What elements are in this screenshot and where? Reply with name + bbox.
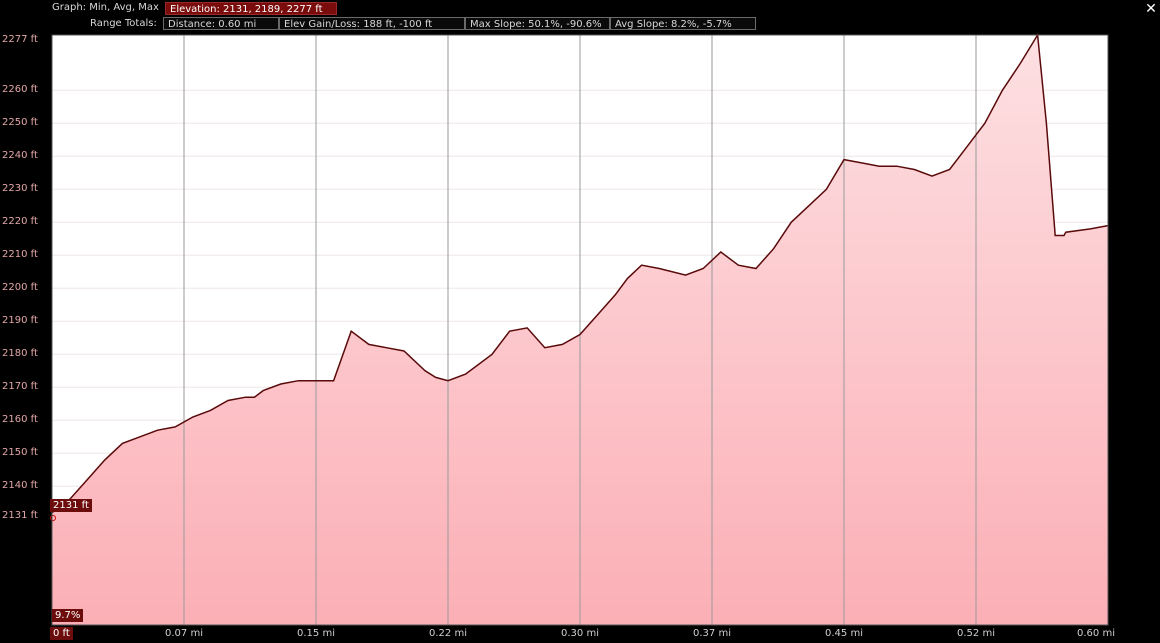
graph-mode-text: Min, Avg, Max bbox=[89, 2, 159, 13]
elevation-line bbox=[51, 32, 1109, 514]
y-tick-label: 2190 ft bbox=[2, 315, 38, 327]
max-slope-total: Max Slope: 50.1%, -90.6% bbox=[465, 17, 610, 30]
x-tick-label: 0.22 mi bbox=[429, 628, 467, 639]
y-tick-label: 2230 ft bbox=[2, 183, 38, 195]
y-tick-label: 2200 ft bbox=[2, 282, 38, 294]
range-totals-label: Range Totals: bbox=[90, 18, 157, 29]
x-tick-label: 0.60 mi bbox=[1077, 628, 1115, 639]
start-distance-tag: 0 ft bbox=[50, 627, 73, 640]
slope-tag: 9.7% bbox=[52, 609, 84, 622]
distance-total: Distance: 0.60 mi bbox=[163, 17, 279, 30]
y-tick-label: 2260 ft bbox=[2, 84, 38, 96]
x-tick-label: 0.45 mi bbox=[825, 628, 863, 639]
elevation-summary[interactable]: Elevation: 2131, 2189, 2277 ft bbox=[165, 2, 337, 15]
y-tick-label: 2277 ft bbox=[2, 34, 38, 45]
y-tick-label: 2140 ft bbox=[2, 480, 38, 492]
plot-border bbox=[51, 34, 1109, 626]
x-tick-label: 0.52 mi bbox=[957, 628, 995, 639]
graph-label-text: Graph: bbox=[52, 2, 87, 13]
y-tick-label: 2250 ft bbox=[2, 117, 38, 129]
x-tick-label: 0.37 mi bbox=[693, 628, 731, 639]
x-tick-label: 0.15 mi bbox=[297, 628, 335, 639]
y-tick-label: 2150 ft bbox=[2, 447, 38, 459]
y-tick-label: 2180 ft bbox=[2, 348, 38, 360]
y-tick-label: 2160 ft bbox=[2, 414, 38, 426]
graph-label: Graph: Min, Avg, Max bbox=[52, 2, 159, 13]
avg-slope-total: Avg Slope: 8.2%, -5.7% bbox=[610, 17, 756, 30]
x-tick-label: 0.30 mi bbox=[561, 628, 599, 639]
start-point-marker[interactable] bbox=[50, 515, 56, 521]
x-tick-label: 0.07 mi bbox=[165, 628, 203, 639]
y-tick-label: 2220 ft bbox=[2, 216, 38, 228]
vertical-gridlines bbox=[183, 35, 977, 625]
y-tick-label: 2131 ft bbox=[2, 510, 38, 521]
y-tick-label: 2170 ft bbox=[2, 381, 38, 393]
y-tick-label: 2240 ft bbox=[2, 150, 38, 162]
y-tick-label: 2210 ft bbox=[2, 249, 38, 261]
close-icon[interactable]: ✕ bbox=[1145, 1, 1157, 17]
elev-gain-loss-total: Elev Gain/Loss: 188 ft, -100 ft bbox=[279, 17, 465, 30]
start-elevation-tag: 2131 ft bbox=[50, 499, 92, 512]
